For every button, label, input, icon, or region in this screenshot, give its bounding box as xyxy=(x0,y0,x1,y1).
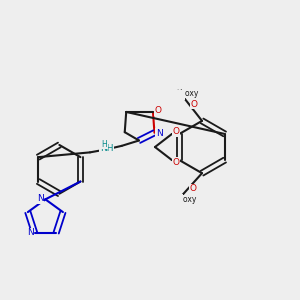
Text: O: O xyxy=(172,128,180,136)
Text: N: N xyxy=(37,194,44,203)
Text: N: N xyxy=(27,229,34,238)
Text: O: O xyxy=(190,100,197,109)
Text: H: H xyxy=(102,140,107,149)
Text: methoxy: methoxy xyxy=(165,88,199,98)
Text: methoxy: methoxy xyxy=(164,195,197,204)
Text: O: O xyxy=(172,158,180,167)
Text: O: O xyxy=(154,106,161,115)
FancyBboxPatch shape xyxy=(161,90,185,100)
Text: N: N xyxy=(156,129,163,138)
Text: O: O xyxy=(189,184,197,193)
Text: NH: NH xyxy=(100,144,113,153)
FancyBboxPatch shape xyxy=(159,194,183,203)
